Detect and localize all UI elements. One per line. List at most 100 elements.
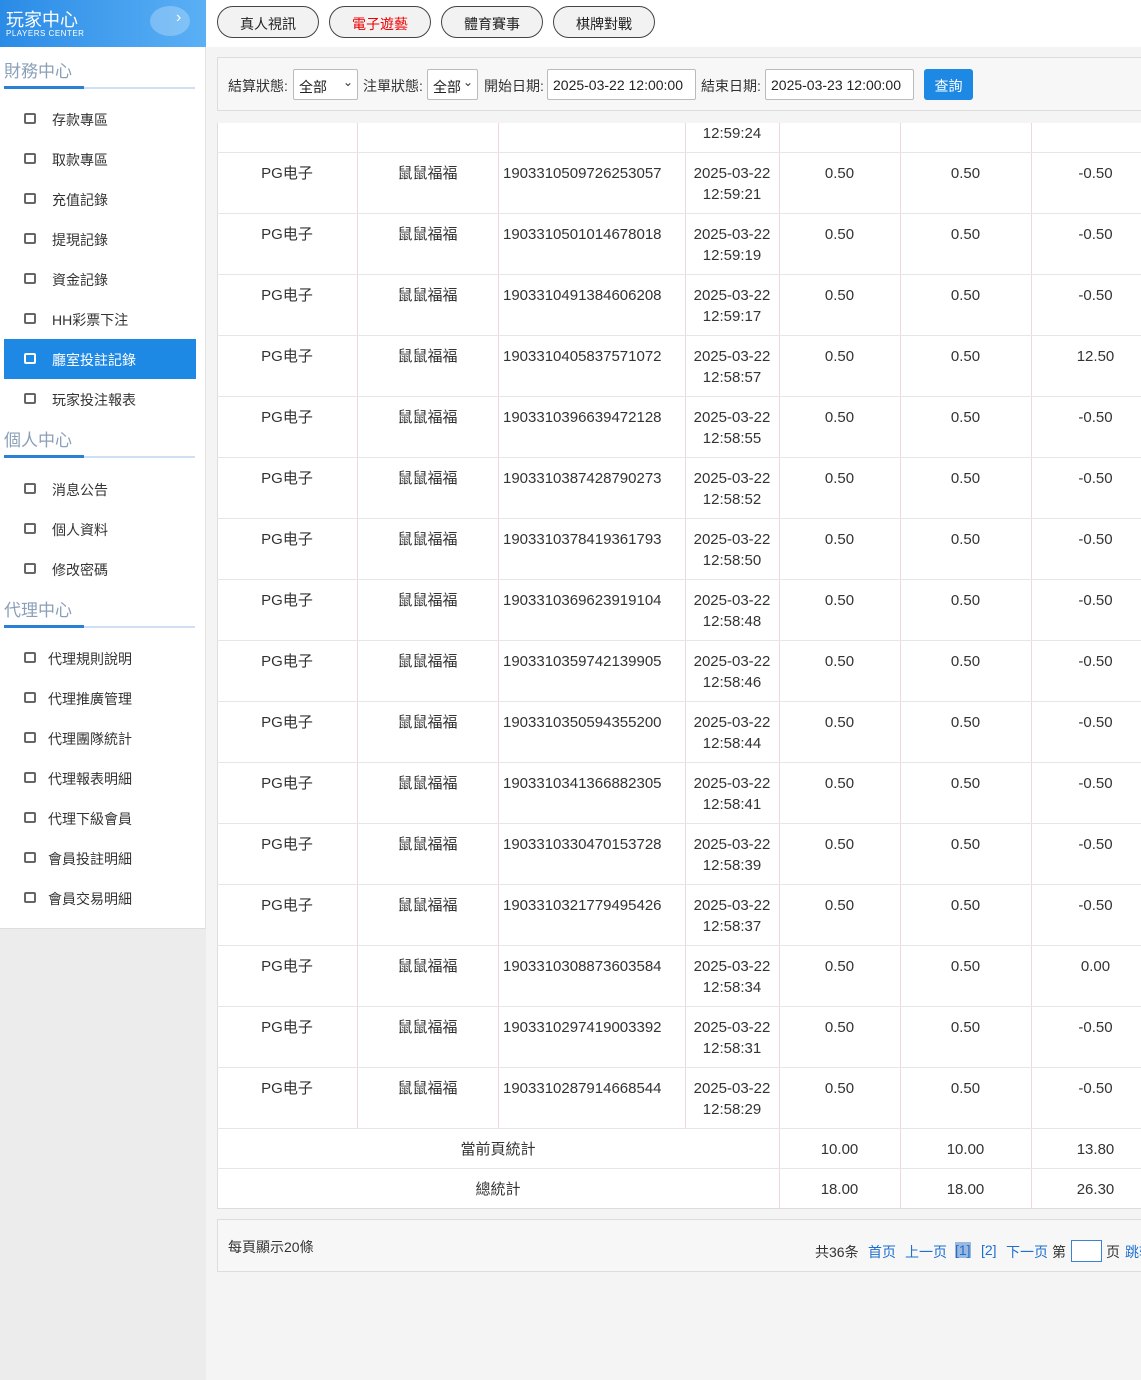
cell-text: -0.50 — [1078, 1080, 1113, 1097]
section-underline — [4, 87, 195, 89]
menu-item[interactable]: 廳室投註記錄 — [4, 339, 196, 379]
cell-text: PG电子 — [261, 1080, 313, 1097]
menu-item[interactable]: 存款專區 — [4, 99, 196, 139]
menu-label: HH彩票下注 — [52, 312, 129, 328]
select[interactable]: 全部 ⌄ — [427, 69, 478, 100]
logo — [0, 0, 206, 47]
cell-text: 0.50 — [950, 165, 981, 182]
cell-text: -0.50 — [1078, 409, 1113, 426]
cell-text: 12:58:41 — [702, 796, 762, 813]
sidebar-lower — [0, 928, 206, 1380]
field-value: 2025-03-23 12:00:00 — [771, 77, 901, 93]
menu-item[interactable]: 代理報表明細 — [4, 758, 196, 798]
tab-label: 電子遊藝 — [352, 16, 408, 32]
logo-icon — [150, 6, 190, 36]
pager-text[interactable]: [2] — [981, 1242, 997, 1258]
query-button[interactable]: 查詢 — [924, 69, 973, 100]
menu-item[interactable]: 會員交易明細 — [4, 878, 196, 918]
cell-text: PG电子 — [261, 592, 313, 609]
cell-text: 0.50 — [950, 653, 981, 670]
cell-text: 1903310341366882305 — [503, 775, 662, 792]
row-border — [217, 1208, 1141, 1209]
pager-text[interactable]: 下一页 — [1006, 1244, 1048, 1260]
pager-text[interactable]: 上一页 — [905, 1244, 947, 1260]
menu-icon — [24, 113, 36, 124]
cell-text: 1903310330470153728 — [503, 836, 662, 853]
cell-text: 0.50 — [950, 897, 981, 914]
row-border — [217, 945, 1141, 946]
menu-icon — [24, 393, 36, 404]
table — [217, 123, 1141, 1208]
menu-label: 會員交易明細 — [48, 891, 132, 907]
menu-icon — [24, 732, 36, 743]
tab-button[interactable]: 真人視訊 — [217, 6, 319, 38]
cell-text: 0.50 — [824, 165, 855, 182]
cell-text: 12:58:50 — [702, 552, 762, 569]
filter-label: 結束日期: — [701, 78, 761, 94]
cell-text: 0.50 — [950, 836, 981, 853]
page-size: 每頁顯示20條 — [228, 1239, 314, 1255]
section-underline — [4, 456, 195, 458]
page-input[interactable] — [1071, 1240, 1102, 1262]
row-border — [217, 579, 1141, 580]
pager-text[interactable]: 首页 — [868, 1244, 896, 1260]
menu-item[interactable]: 代理規則說明 — [4, 638, 196, 678]
cell-text: 0.50 — [950, 470, 981, 487]
cell-text: 12:58:44 — [702, 735, 762, 752]
menu-item[interactable]: 個人資料 — [4, 509, 196, 549]
menu-icon — [24, 892, 36, 903]
row-border — [217, 518, 1141, 519]
cell-text: -0.50 — [1078, 714, 1113, 731]
date-input[interactable]: 2025-03-23 12:00:00 — [765, 69, 914, 100]
cell-text: 0.50 — [950, 775, 981, 792]
menu-item[interactable]: 會員投註明細 — [4, 838, 196, 878]
tab-button[interactable]: 棋牌對戰 — [553, 6, 655, 38]
menu-item[interactable]: 取款專區 — [4, 139, 196, 179]
pager-text[interactable]: [1] — [955, 1242, 971, 1258]
date-input[interactable]: 2025-03-22 12:00:00 — [547, 69, 696, 100]
cell-text: 26.30 — [1076, 1181, 1115, 1198]
cell-text: 2025-03-22 — [693, 714, 771, 731]
cell-text: 12.50 — [1076, 348, 1115, 365]
menu-item[interactable]: 資金記錄 — [4, 259, 196, 299]
cell-text: 2025-03-22 — [693, 470, 771, 487]
cell-text: 1903310491384606208 — [503, 287, 662, 304]
menu-label: 充值記錄 — [52, 192, 108, 208]
cell-text: 0.50 — [824, 348, 855, 365]
menu-item[interactable]: 修改密碼 — [4, 549, 196, 589]
cell-text: 12:58:55 — [702, 430, 762, 447]
section-underline-accent — [4, 455, 84, 458]
menu-item[interactable]: 代理團隊統計 — [4, 718, 196, 758]
menu-label: 代理規則說明 — [48, 651, 132, 667]
menu-item[interactable]: 玩家投注報表 — [4, 379, 196, 419]
tab-button[interactable]: 體育賽事 — [441, 6, 543, 38]
menu-item[interactable]: 充值記錄 — [4, 179, 196, 219]
cell-text: -0.50 — [1078, 775, 1113, 792]
cell-text: 0.50 — [950, 714, 981, 731]
filter-label: 注單狀態: — [363, 78, 423, 94]
menu-item[interactable]: HH彩票下注 — [4, 299, 196, 339]
menu-item[interactable]: 消息公告 — [4, 469, 196, 509]
cell-text: 2025-03-22 — [693, 775, 771, 792]
cell-text: PG电子 — [261, 958, 313, 975]
menu-icon — [24, 812, 36, 823]
pager — [217, 1219, 1141, 1272]
menu-icon — [24, 772, 36, 783]
cell-text: -0.50 — [1078, 897, 1113, 914]
menu-icon — [24, 692, 36, 703]
menu-item[interactable]: 代理推廣管理 — [4, 678, 196, 718]
menu-item[interactable]: 提現記錄 — [4, 219, 196, 259]
cell-text: -0.50 — [1078, 531, 1113, 548]
cell-text: -0.50 — [1078, 592, 1113, 609]
pager-text[interactable]: 跳转 — [1125, 1244, 1141, 1260]
logo-subtitle: PLAYERS CENTER — [6, 29, 85, 38]
cell-text: -0.50 — [1078, 836, 1113, 853]
cell-text: PG电子 — [261, 775, 313, 792]
tab-button[interactable]: 電子遊藝 — [329, 6, 431, 38]
menu-icon — [24, 523, 36, 534]
select-arrow: ⌄ — [343, 75, 354, 89]
tab-label: 真人視訊 — [240, 16, 296, 32]
select[interactable]: 全部 ⌄ — [293, 69, 358, 100]
menu-item[interactable]: 代理下級會員 — [4, 798, 196, 838]
